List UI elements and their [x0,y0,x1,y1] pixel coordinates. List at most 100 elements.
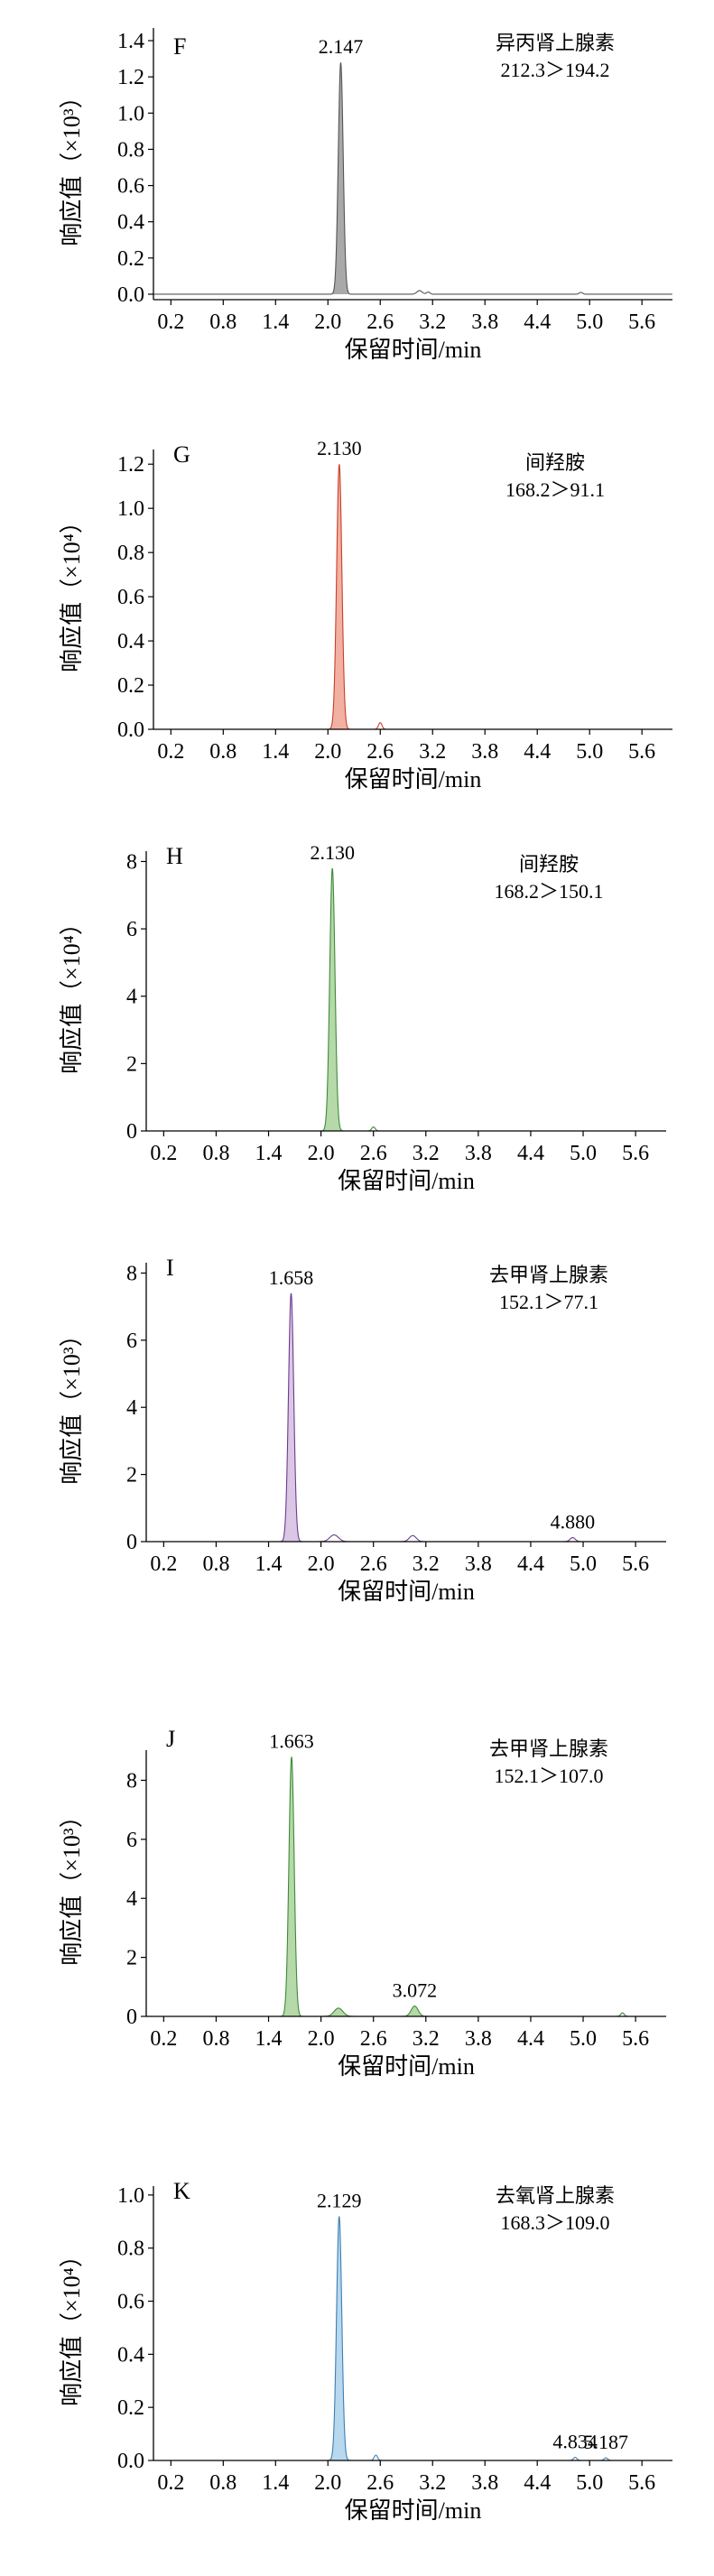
peak-rt-label: 1.658 [269,1266,314,1289]
panel-label: G [173,441,190,468]
y-tick-label: 0.6 [117,586,144,609]
x-tick-label: 5.0 [570,1552,597,1576]
y-tick-label: 0.4 [117,211,144,235]
y-tick-label: 0.4 [117,2343,144,2367]
y-tick-label: 6 [126,1829,137,1852]
x-tick-label: 3.8 [471,2471,498,2495]
x-tick-label: 4.4 [517,1142,544,1165]
chromatogram-trace [146,1293,666,1543]
chromatogram-trace [153,2216,672,2461]
y-tick-label: 1.0 [117,497,144,521]
x-tick-label: 2.0 [308,1142,335,1165]
peak-rt-label: 4.880 [551,1511,596,1534]
compound-name: 去氧肾上腺素 [496,2184,615,2207]
x-tick-label: 4.4 [517,1552,544,1576]
peak-rt-label: 2.130 [310,841,355,864]
peak-fill-1 [329,2216,351,2460]
x-tick-label: 1.4 [255,2027,283,2051]
x-tick-label: 5.6 [622,1142,649,1165]
y-tick-label: 0 [126,2006,137,2029]
x-tick-label: 2.0 [314,310,341,334]
y-tick-label: 2 [126,1464,137,1487]
x-tick-label: 5.6 [628,740,655,764]
peak-rt-label: 3.072 [393,1979,438,2002]
x-tick-label: 0.8 [202,1142,229,1165]
mrm-transition: 168.3＞109.0 [500,2211,609,2234]
x-tick-label: 0.2 [150,1142,177,1165]
peak-fill-1 [329,464,351,729]
x-tick-label: 0.2 [157,310,184,334]
y-tick-label: 0.6 [117,175,144,199]
panel-label: K [173,2178,190,2204]
y-tick-label: 0.4 [117,630,144,653]
x-axis-title: 保留时间/min [338,1579,475,1605]
x-tick-label: 3.8 [465,1142,492,1165]
x-tick-label: 2.6 [360,2027,387,2051]
y-tick-label: 1.2 [117,66,144,89]
x-tick-label: 5.6 [622,2027,649,2051]
y-tick-label: 4 [126,986,137,1009]
x-tick-label: 4.4 [524,2471,551,2495]
peak-fill-2 [320,2007,358,2016]
panel-label: J [166,1726,175,1752]
x-tick-label: 2.0 [314,2471,341,2495]
x-axis-title: 保留时间/min [345,766,482,792]
peak-fill-1 [280,1293,303,1542]
peak-fill-1 [330,62,352,294]
x-axis-title: 保留时间/min [338,2053,475,2080]
compound-name: 间羟胺 [519,853,579,876]
x-tick-label: 0.8 [209,2471,236,2495]
mrm-transition: 212.3＞194.2 [500,59,609,81]
x-tick-label: 0.2 [150,2027,177,2051]
y-axis-title: 响应值（×10⁴） [59,2244,85,2406]
y-tick-label: 0.8 [117,138,144,162]
peak-rt-label: 4.834 [552,2430,598,2452]
x-axis-title: 保留时间/min [345,337,482,363]
y-tick-label: 0.0 [117,718,144,742]
x-tick-label: 3.2 [413,1142,440,1165]
peak-rt-label: 2.129 [317,2189,362,2211]
peak-fill-1 [321,868,345,1131]
x-tick-label: 2.6 [366,2471,394,2495]
mrm-transition: 152.1＞107.0 [494,1765,603,1787]
x-tick-label: 0.8 [209,310,236,334]
y-tick-label: 0.2 [117,247,144,271]
x-tick-label: 3.2 [413,1552,440,1576]
x-tick-label: 1.4 [262,740,289,764]
x-tick-label: 5.6 [628,2471,655,2495]
x-tick-label: 5.0 [570,2027,597,2051]
x-tick-label: 2.0 [314,740,341,764]
y-tick-label: 0.6 [117,2291,144,2314]
y-tick-label: 8 [126,1262,137,1285]
x-tick-label: 2.0 [308,1552,335,1576]
chart-panel-g: 0.0 0.2 0.4 0.6 0.8 1.0 1.2 0.2 0.8 1.4 2.0 2.6 3.2 3… [59,437,672,792]
x-tick-label: 2.6 [366,740,394,764]
x-tick-label: 0.2 [157,740,184,764]
y-tick-label: 1.0 [117,102,144,125]
mrm-transition: 168.2＞150.1 [494,880,603,903]
compound-name: 异丙肾上腺素 [496,32,615,54]
y-tick-label: 2 [126,1052,137,1076]
y-axis-title: 响应值（×10⁴） [59,510,85,672]
y-tick-label: 1.2 [117,453,144,477]
x-tick-label: 5.6 [622,1552,649,1576]
x-tick-label: 3.8 [471,740,498,764]
x-tick-label: 4.4 [517,2027,544,2051]
y-axis-title: 响应值（×10³） [59,1804,85,1965]
x-tick-label: 5.0 [576,740,603,764]
y-tick-label: 0 [126,1120,137,1144]
peak-rt-label: 1.663 [269,1729,314,1752]
x-tick-label: 3.8 [471,310,498,334]
peak-fill-3 [400,2006,431,2016]
x-tick-label: 3.2 [419,310,446,334]
compound-name: 间羟胺 [525,451,585,474]
compound-name: 去甲肾上腺素 [489,1264,608,1286]
chromatogram-trace [146,868,666,1132]
x-tick-label: 5.6 [628,310,655,334]
x-axis-title: 保留时间/min [345,2497,482,2524]
chart-panel-f: 0.0 0.2 0.4 0.6 0.8 1.0 1.2 1.4 0.2 0.8 1.4 2.0 2.6 3… [59,28,672,363]
y-axis-title: 响应值（×10³） [59,1323,85,1484]
y-tick-label: 6 [126,1330,137,1353]
x-tick-label: 2.0 [308,2027,335,2051]
